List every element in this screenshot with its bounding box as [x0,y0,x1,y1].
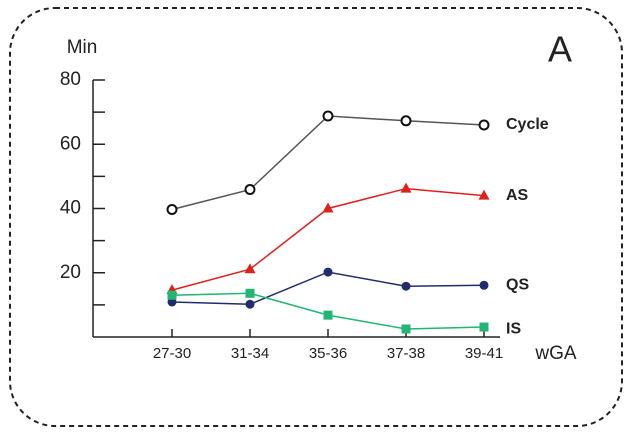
point [244,263,256,274]
point [401,324,411,334]
point [245,288,255,298]
x-tick-label: 27-30 [153,345,191,362]
point [478,119,490,131]
point [322,202,334,213]
point [400,182,412,193]
point [479,322,489,332]
point [245,299,255,309]
y-axis-label: Min [67,37,98,58]
y-tick-label: 40 [60,198,81,219]
x-axis-label: wGA [534,343,577,364]
panel-label: A [548,29,572,70]
y-tick-label: 80 [60,69,81,90]
y-tick-label: 60 [60,133,81,154]
point [166,203,178,215]
point [479,280,489,290]
x-tick-label: 37-38 [387,345,425,362]
x-tick-label: 35-36 [309,345,347,362]
x-tick-label: 31-34 [231,345,269,362]
point [400,115,412,127]
x-tick-label: 39-41 [465,345,503,362]
point [244,184,256,196]
point [401,281,411,291]
y-tick-label: 20 [60,262,81,283]
series-line [171,115,485,211]
panel-border [9,7,623,427]
series-label: Cycle [506,116,549,133]
series-label: IS [506,320,521,337]
series-label: QS [506,276,529,293]
point [478,189,490,200]
point [167,290,177,300]
series-label: AS [506,187,529,204]
point [323,310,333,320]
point [323,267,333,277]
point [322,110,334,122]
